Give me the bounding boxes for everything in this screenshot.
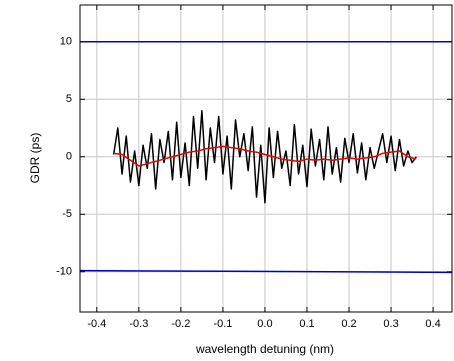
y-tick-label: 10 xyxy=(60,36,72,48)
x-tick-label: 0.4 xyxy=(425,318,440,330)
data-line xyxy=(113,145,417,167)
x-tick-label: -0.3 xyxy=(129,318,148,330)
y-tick-label: -5 xyxy=(62,208,72,220)
x-tick-label: 0.0 xyxy=(257,318,272,330)
x-tick-label: -0.2 xyxy=(171,318,190,330)
y-tick-label: -10 xyxy=(56,266,72,278)
x-tick-label: -0.4 xyxy=(87,318,106,330)
y-tick-label: 5 xyxy=(66,93,72,105)
x-tick-label: 0.1 xyxy=(299,318,314,330)
data-line xyxy=(79,269,453,274)
x-tick-label: 0.2 xyxy=(341,318,356,330)
plot-frame xyxy=(79,4,453,313)
x-tick-label: 0.3 xyxy=(383,318,398,330)
y-tick-label: 0 xyxy=(66,151,72,163)
y-axis-label: GDR (ps) xyxy=(28,133,42,184)
x-tick-label: -0.1 xyxy=(213,318,232,330)
data-line xyxy=(112,110,417,204)
x-axis-label: wavelength detuning (nm) xyxy=(195,342,334,356)
